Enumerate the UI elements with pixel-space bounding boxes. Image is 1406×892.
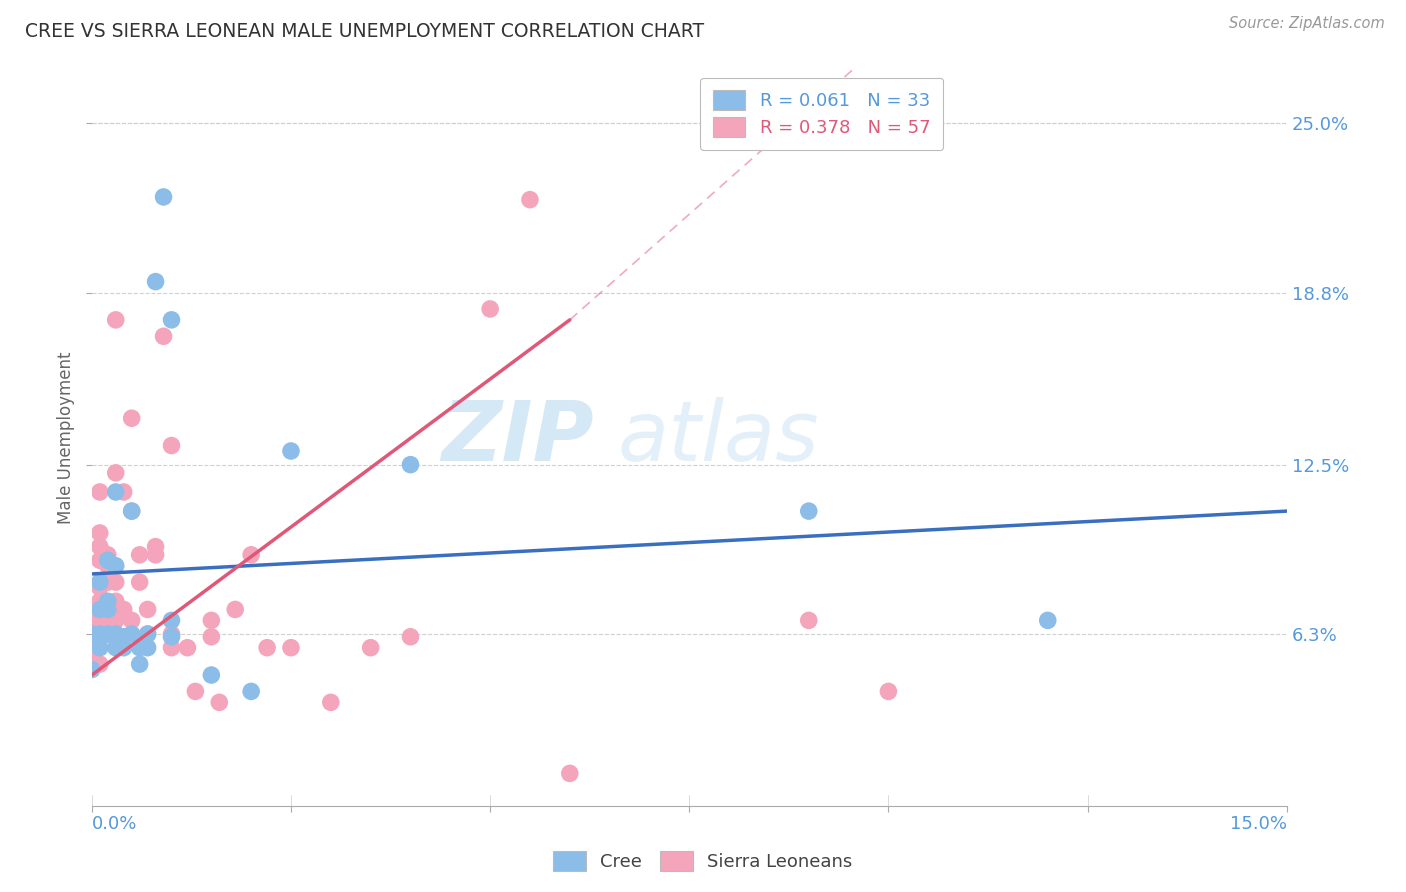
Point	[104, 602, 127, 616]
Text: CREE VS SIERRA LEONEAN MALE UNEMPLOYMENT CORRELATION CHART: CREE VS SIERRA LEONEAN MALE UNEMPLOYMENT…	[25, 22, 704, 41]
Point	[797, 613, 820, 627]
Point	[319, 695, 342, 709]
Point	[89, 540, 111, 554]
Point	[89, 602, 111, 616]
Point	[145, 548, 167, 562]
Point	[160, 627, 183, 641]
Point	[97, 602, 120, 616]
Point	[121, 504, 143, 518]
Point	[112, 640, 135, 655]
Point	[399, 630, 422, 644]
Point	[256, 640, 278, 655]
Point	[104, 627, 127, 641]
Point	[104, 640, 127, 655]
Y-axis label: Male Unemployment: Male Unemployment	[58, 351, 75, 524]
Point	[152, 190, 174, 204]
Point	[104, 485, 127, 500]
Point	[89, 581, 111, 595]
Point	[136, 627, 159, 641]
Point	[89, 657, 111, 672]
Point	[97, 627, 120, 641]
Point	[112, 602, 135, 616]
Point	[797, 504, 820, 518]
Point	[136, 627, 159, 641]
Point	[121, 627, 143, 641]
Point	[200, 630, 222, 644]
Point	[160, 438, 183, 452]
Point	[97, 602, 120, 616]
Point	[97, 553, 120, 567]
Point	[145, 540, 167, 554]
Point	[200, 613, 222, 627]
Point	[208, 695, 231, 709]
Point	[80, 635, 103, 649]
Point	[104, 594, 127, 608]
Point	[104, 627, 127, 641]
Point	[97, 594, 120, 608]
Point	[128, 640, 150, 655]
Legend: R = 0.061   N = 33, R = 0.378   N = 57: R = 0.061 N = 33, R = 0.378 N = 57	[700, 78, 943, 150]
Point	[112, 630, 135, 644]
Point	[89, 640, 111, 655]
Point	[112, 485, 135, 500]
Point	[80, 627, 103, 641]
Point	[80, 613, 103, 627]
Point	[877, 684, 900, 698]
Point	[160, 630, 183, 644]
Point	[104, 313, 127, 327]
Point	[80, 648, 103, 663]
Point	[519, 193, 541, 207]
Point	[97, 627, 120, 641]
Point	[89, 627, 111, 641]
Text: Source: ZipAtlas.com: Source: ZipAtlas.com	[1229, 16, 1385, 31]
Point	[145, 275, 167, 289]
Point	[160, 313, 183, 327]
Point	[97, 548, 120, 562]
Point	[176, 640, 198, 655]
Point	[128, 548, 150, 562]
Point	[224, 602, 246, 616]
Point	[240, 684, 263, 698]
Point	[97, 575, 120, 590]
Text: ZIP: ZIP	[441, 397, 593, 478]
Point	[160, 640, 183, 655]
Text: 0.0%: 0.0%	[91, 815, 138, 833]
Point	[104, 575, 127, 590]
Text: atlas: atlas	[617, 397, 820, 478]
Point	[97, 613, 120, 627]
Point	[136, 602, 159, 616]
Point	[240, 548, 263, 562]
Point	[97, 558, 120, 573]
Legend: Cree, Sierra Leoneans: Cree, Sierra Leoneans	[547, 844, 859, 879]
Text: 15.0%: 15.0%	[1230, 815, 1286, 833]
Point	[360, 640, 382, 655]
Point	[128, 575, 150, 590]
Point	[152, 329, 174, 343]
Point	[184, 684, 207, 698]
Point	[160, 613, 183, 627]
Point	[89, 575, 111, 590]
Point	[1036, 613, 1059, 627]
Point	[80, 663, 103, 677]
Point	[479, 301, 502, 316]
Point	[280, 640, 302, 655]
Point	[558, 766, 581, 780]
Point	[104, 466, 127, 480]
Point	[89, 553, 111, 567]
Point	[200, 668, 222, 682]
Point	[89, 485, 111, 500]
Point	[121, 504, 143, 518]
Point	[89, 613, 111, 627]
Point	[136, 640, 159, 655]
Point	[280, 444, 302, 458]
Point	[399, 458, 422, 472]
Point	[104, 558, 127, 573]
Point	[121, 411, 143, 425]
Point	[104, 613, 127, 627]
Point	[89, 594, 111, 608]
Point	[121, 613, 143, 627]
Point	[128, 657, 150, 672]
Point	[80, 627, 103, 641]
Point	[89, 525, 111, 540]
